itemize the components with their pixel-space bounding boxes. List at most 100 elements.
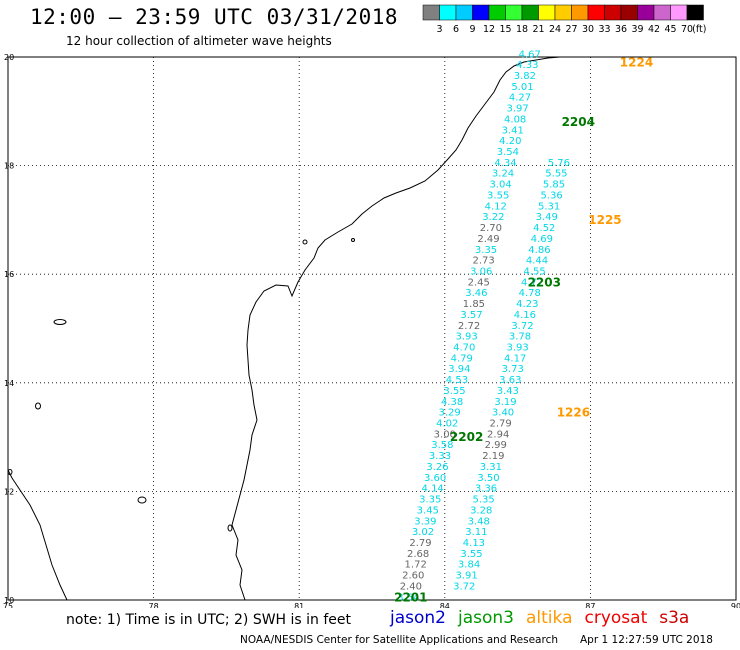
- swh-value: 4.78: [519, 288, 541, 299]
- swh-value: 2.19: [482, 451, 504, 462]
- swh-value: 3.93: [506, 343, 528, 354]
- y-tick-label: 16: [4, 270, 14, 279]
- island-outline: [227, 524, 233, 532]
- swh-value: 3.04: [489, 180, 511, 191]
- swh-value: 3.63: [499, 375, 521, 386]
- swh-value: 3.93: [456, 332, 478, 343]
- swh-value: 4.12: [485, 201, 507, 212]
- swh-value: 4.02: [436, 419, 458, 430]
- island-outline: [302, 239, 308, 245]
- legend-tick-label: 30: [582, 24, 594, 35]
- swh-value: 3.54: [497, 147, 519, 158]
- swh-value: 5.36: [540, 190, 562, 201]
- y-tick-label: 10: [4, 596, 14, 605]
- y-tick-label: 12: [4, 487, 14, 496]
- swh-value: 4.55: [523, 266, 545, 277]
- track-label: 2204: [562, 115, 595, 129]
- swh-value: 3.72: [453, 581, 475, 592]
- coastline: [7, 56, 561, 601]
- y-tick-label: 18: [4, 162, 14, 171]
- track-label: 1224: [620, 55, 653, 69]
- island-outline: [137, 496, 147, 504]
- swh-value: 3.24: [492, 169, 514, 180]
- x-tick-label: 78: [149, 602, 159, 608]
- swh-value: 5.76: [548, 158, 570, 169]
- legend-tick-label: 21: [532, 24, 544, 35]
- swh-value: 1.72: [405, 560, 427, 571]
- legend-tick-label: 70: [681, 24, 693, 35]
- swh-value: 2.68: [407, 549, 429, 560]
- satellite-label: jason2: [390, 608, 446, 628]
- swh-value: 2.73: [472, 256, 494, 267]
- swh-value: 4.38: [441, 397, 463, 408]
- swh-value: 3.50: [477, 473, 499, 484]
- swh-value: 4.14: [422, 484, 444, 495]
- swh-value: 2.70: [480, 223, 502, 234]
- swh-value: 3.58: [431, 440, 453, 451]
- credit-text: NOAA/NESDIS Center for Satellite Applica…: [240, 634, 558, 646]
- swh-value: 3.28: [470, 505, 492, 516]
- swh-value: 4.52: [533, 223, 555, 234]
- satellite-label: altika: [526, 608, 573, 628]
- swh-value: 3.49: [536, 212, 558, 223]
- x-tick-label: 84: [440, 602, 450, 608]
- swh-value: 3.29: [439, 408, 461, 419]
- swh-value: 2.79: [409, 538, 431, 549]
- swh-value: 4.79: [451, 353, 473, 364]
- swh-value: 4.53: [446, 375, 468, 386]
- swh-value: 3.94: [448, 364, 470, 375]
- legend-tick-label: 6: [453, 24, 459, 35]
- x-tick-label: 90: [731, 602, 740, 608]
- swh-value: 3.55: [443, 386, 465, 397]
- satellite-label: s3a: [659, 608, 690, 628]
- island-outline: [53, 319, 67, 325]
- island-outline: [7, 469, 13, 475]
- island-outline: [351, 238, 355, 242]
- footer-note: note: 1) Time is in UTC; 2) SWH is in fe…: [66, 612, 352, 628]
- swh-value: 2.60: [402, 571, 424, 582]
- generated-time: Apr 1 12:27:59 UTC 2018: [580, 634, 713, 646]
- swh-value: 4.44: [526, 256, 548, 267]
- satellite-label: jason3: [458, 608, 514, 628]
- swh-value: 3.72: [511, 321, 533, 332]
- swh-value: 2.49: [477, 234, 499, 245]
- legend-unit: (ft): [692, 24, 706, 35]
- swh-value: 3.57: [460, 310, 482, 321]
- swh-value: 3.19: [494, 397, 516, 408]
- swh-value: 2.94: [487, 429, 509, 440]
- swh-value: 5.55: [545, 169, 567, 180]
- swh-value: 5.31: [538, 201, 560, 212]
- swh-value: 3.41: [502, 125, 524, 136]
- track-label: 2201: [394, 590, 427, 604]
- track-label: 1226: [557, 406, 590, 420]
- legend-tick-label: 45: [664, 24, 676, 35]
- swh-value: 3.36: [475, 484, 497, 495]
- island-outline: [35, 402, 41, 410]
- swh-value: 3.31: [480, 462, 502, 473]
- swh-value: 3.43: [497, 386, 519, 397]
- legend-tick-label: 36: [615, 24, 627, 35]
- swh-value: 5.85: [543, 180, 565, 191]
- swh-value: 4.20: [499, 136, 521, 147]
- swh-value: 3.40: [492, 408, 514, 419]
- legend-tick-label: 9: [469, 24, 475, 35]
- legend-tick-label: 12: [483, 24, 495, 35]
- swh-value: 4.08: [504, 114, 526, 125]
- swh-value: 4.34: [494, 158, 516, 169]
- swh-value: 4.69: [531, 234, 553, 245]
- legend-tick-label: 33: [598, 24, 610, 35]
- swh-value: 5.35: [472, 495, 494, 506]
- swh-value: 3.55: [487, 190, 509, 201]
- swh-value: 3.97: [506, 104, 528, 115]
- swh-value: 1.85: [463, 299, 485, 310]
- swh-value: 2.45: [468, 277, 490, 288]
- swh-value: 3.33: [429, 451, 451, 462]
- swh-value: 3.35: [419, 495, 441, 506]
- swh-value: 4.67: [519, 49, 541, 60]
- swh-value: 4.23: [516, 299, 538, 310]
- swh-value: 3.78: [509, 332, 531, 343]
- swh-value: 3.82: [514, 71, 536, 82]
- swh-value: 2.72: [458, 321, 480, 332]
- swh-value: 3.06: [470, 266, 492, 277]
- swh-value: 4.72: [521, 277, 543, 288]
